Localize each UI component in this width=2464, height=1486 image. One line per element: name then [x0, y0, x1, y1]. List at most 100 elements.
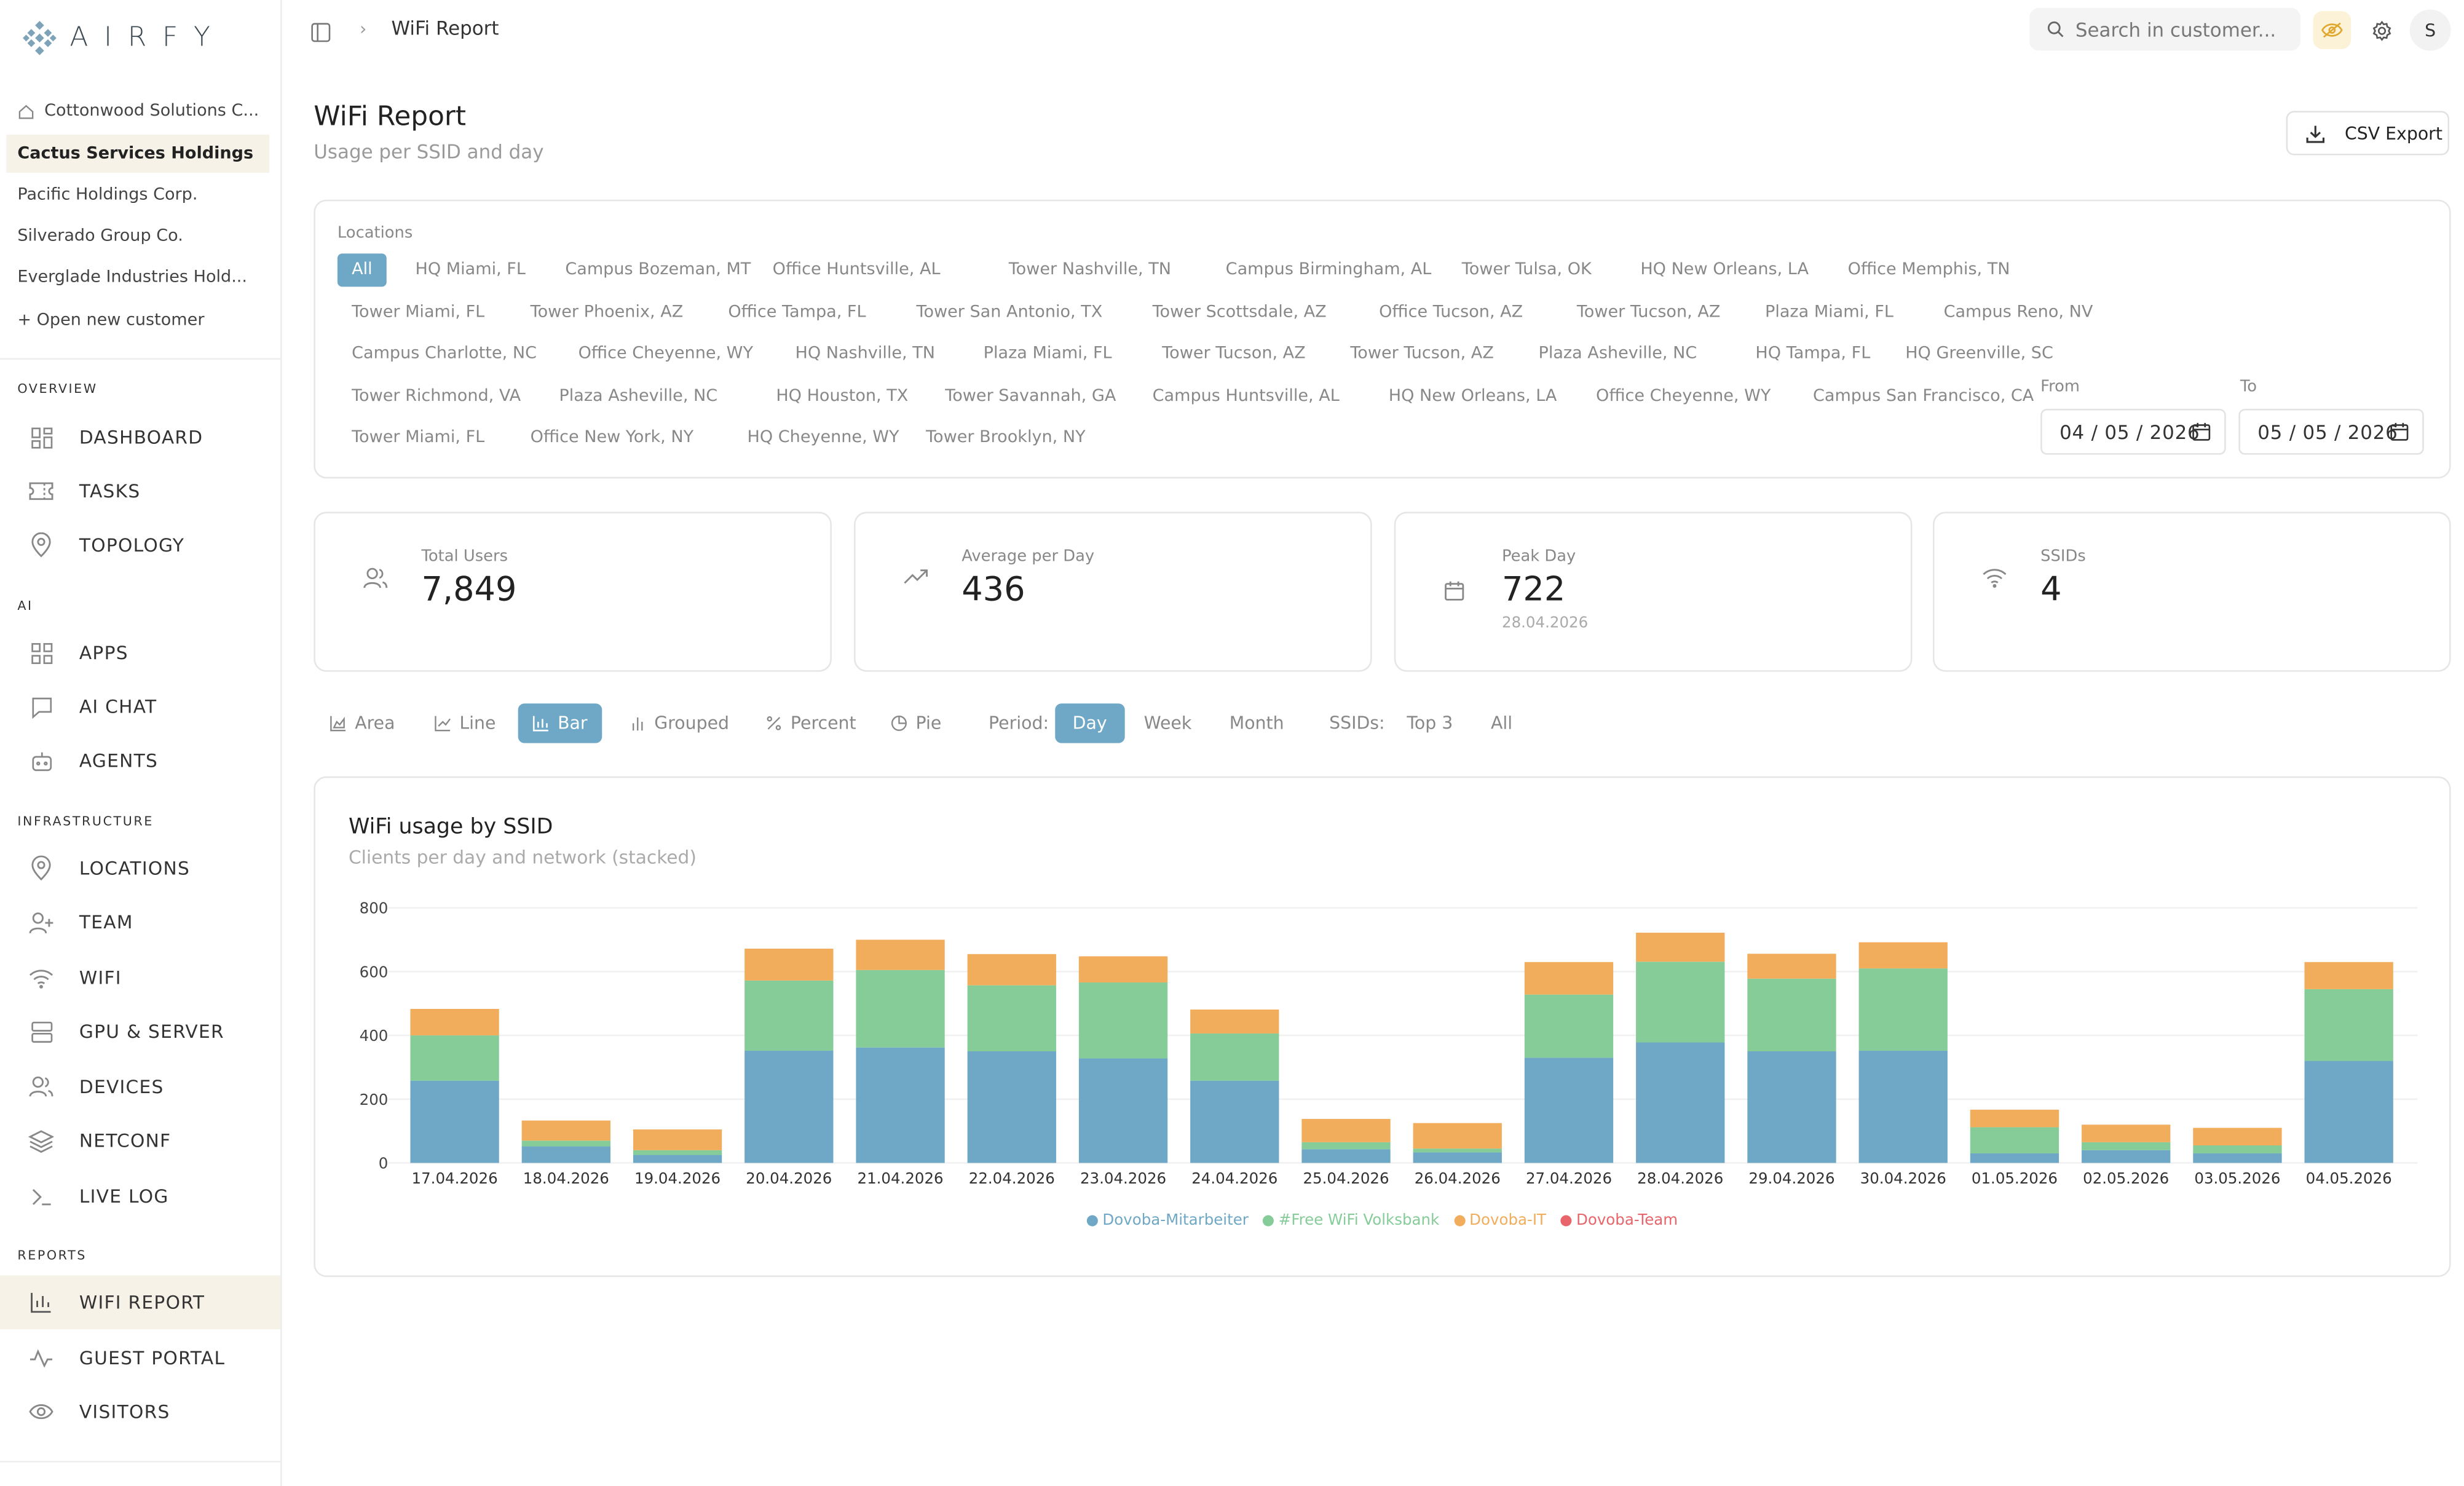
- customer-item-silverado[interactable]: Silverado Group Co.: [6, 217, 269, 255]
- location-chip[interactable]: Tower Tucson, AZ: [1576, 302, 1721, 322]
- settings-button[interactable]: [2362, 11, 2400, 49]
- location-chip[interactable]: Tower Phoenix, AZ: [530, 302, 684, 322]
- y-tick-label: 800: [360, 899, 389, 917]
- nav-netconf[interactable]: NETCONF: [0, 1114, 280, 1168]
- location-chip-all[interactable]: All: [337, 253, 387, 287]
- location-chip[interactable]: HQ Miami, FL: [415, 259, 526, 279]
- location-chip[interactable]: Campus San Francisco, CA: [1812, 386, 2034, 406]
- nav-apps[interactable]: APPS: [0, 626, 280, 680]
- nav-dashboard[interactable]: DASHBOARD: [0, 410, 280, 464]
- location-chip[interactable]: Office New York, NY: [530, 427, 694, 447]
- nav-label: WIFI: [79, 966, 122, 989]
- location-chip[interactable]: Tower Savannah, GA: [945, 386, 1116, 406]
- x-tick-label: 03.05.2026: [2194, 1169, 2280, 1187]
- location-chip[interactable]: Tower Brooklyn, NY: [926, 427, 1086, 447]
- location-chip[interactable]: Campus Huntsville, AL: [1152, 386, 1340, 406]
- nav-topology[interactable]: TOPOLOGY: [0, 518, 280, 572]
- layers-icon: [27, 1126, 55, 1155]
- location-chip[interactable]: Tower Scottsdale, AZ: [1152, 302, 1327, 322]
- legend-item[interactable]: Dovoba-Team: [1560, 1212, 1678, 1230]
- chart-type-percent[interactable]: Percent: [751, 703, 870, 743]
- location-chip[interactable]: Tower Tucson, AZ: [1162, 344, 1306, 363]
- bar-segment: [1858, 1050, 1948, 1163]
- legend-swatch: [1560, 1215, 1572, 1227]
- location-chip[interactable]: Office Cheyenne, WY: [1596, 386, 1771, 406]
- location-chip[interactable]: Tower Tucson, AZ: [1350, 344, 1494, 363]
- nav-visitors[interactable]: VISITORS: [0, 1385, 280, 1439]
- nav-agents[interactable]: AGENTS: [0, 733, 280, 788]
- location-chip[interactable]: Tower Tulsa, OK: [1461, 259, 1592, 279]
- location-chip[interactable]: Plaza Miami, FL: [1765, 302, 1893, 322]
- location-chip[interactable]: Campus Bozeman, MT: [565, 259, 751, 279]
- nav-tasks[interactable]: TASKS: [0, 464, 280, 518]
- bar-chart-icon: [27, 1288, 55, 1316]
- open-new-customer-link[interactable]: + Open new customer: [6, 301, 269, 339]
- nav-guest-portal[interactable]: GUEST PORTAL: [0, 1331, 280, 1385]
- csv-export-button[interactable]: CSV Export: [2286, 111, 2450, 156]
- legend-item[interactable]: Dovoba-IT: [1453, 1212, 1546, 1230]
- chart-type-pie[interactable]: Pie: [876, 703, 955, 743]
- stat-subtext: 28.04.2026: [1501, 614, 1589, 633]
- privacy-toggle-button[interactable]: [2313, 11, 2351, 49]
- location-chip[interactable]: Office Huntsville, AL: [772, 259, 941, 279]
- nav-label: TEAM: [79, 911, 133, 933]
- nav-live-log[interactable]: LIVE LOG: [0, 1169, 280, 1223]
- from-date-input[interactable]: 04 / 05 / 2026: [2040, 408, 2226, 455]
- wifi-icon: [27, 963, 55, 992]
- search-input[interactable]: Search in customer...: [2029, 7, 2300, 51]
- nav-wifi-report[interactable]: WIFI REPORT: [0, 1275, 281, 1330]
- chart-type-area[interactable]: Area: [315, 703, 409, 743]
- location-chip[interactable]: HQ Cheyenne, WY: [747, 427, 899, 447]
- customer-item-cactus[interactable]: Cactus Services Holdings: [6, 135, 270, 173]
- chart-legend: Dovoba-Mitarbeiter #Free WiFi Volksbank …: [315, 1212, 2449, 1230]
- section-infrastructure: INFRASTRUCTURE: [17, 814, 154, 829]
- sidebar-toggle-button[interactable]: [310, 19, 333, 42]
- customer-item-pacific[interactable]: Pacific Holdings Corp.: [6, 176, 269, 214]
- bar-segment: [1636, 933, 1725, 962]
- location-chip[interactable]: Campus Charlotte, NC: [352, 344, 537, 363]
- user-avatar[interactable]: S: [2409, 9, 2451, 51]
- period-day[interactable]: Day: [1055, 703, 1124, 743]
- customer-item-everglade[interactable]: Everglade Industries Hold...: [6, 258, 269, 296]
- chart-type-grouped[interactable]: Grouped: [615, 703, 743, 743]
- chart-type-bar[interactable]: Bar: [518, 703, 602, 743]
- location-chip[interactable]: Office Tampa, FL: [728, 302, 866, 322]
- legend-item[interactable]: Dovoba-Mitarbeiter: [1086, 1212, 1249, 1230]
- nav-locations[interactable]: LOCATIONS: [0, 841, 280, 895]
- ssid-top3[interactable]: Top 3: [1407, 713, 1453, 734]
- location-chip[interactable]: Campus Reno, NV: [1943, 302, 2093, 322]
- nav-gpu-server[interactable]: GPU & SERVER: [0, 1005, 280, 1059]
- chart-type-line[interactable]: Line: [420, 703, 510, 743]
- nav-ai-chat[interactable]: AI CHAT: [0, 680, 280, 734]
- location-chip[interactable]: HQ Houston, TX: [776, 386, 909, 406]
- location-chip[interactable]: HQ Greenville, SC: [1905, 344, 2053, 363]
- location-chip[interactable]: HQ Nashville, TN: [795, 344, 935, 363]
- brand-logo[interactable]: AIRFY: [22, 19, 226, 57]
- nav-devices[interactable]: DEVICES: [0, 1060, 280, 1114]
- location-chip[interactable]: Office Cheyenne, WY: [578, 344, 754, 363]
- location-chip[interactable]: Tower Miami, FL: [352, 427, 485, 447]
- period-week[interactable]: Week: [1143, 713, 1192, 734]
- location-chip[interactable]: Plaza Miami, FL: [983, 344, 1112, 363]
- to-date-input[interactable]: 05 / 05 / 2026: [2238, 408, 2424, 455]
- customer-item-cottonwood[interactable]: Cottonwood Solutions C...: [6, 92, 269, 130]
- x-tick-label: 17.04.2026: [412, 1169, 498, 1187]
- location-chip[interactable]: HQ New Orleans, LA: [1388, 386, 1557, 406]
- location-chip[interactable]: Tower San Antonio, TX: [916, 302, 1103, 322]
- ssid-all[interactable]: All: [1490, 713, 1513, 734]
- location-chip[interactable]: HQ New Orleans, LA: [1640, 259, 1809, 279]
- location-chip[interactable]: Plaza Asheville, NC: [1538, 344, 1697, 363]
- location-chip[interactable]: HQ Tampa, FL: [1755, 344, 1871, 363]
- location-chip[interactable]: Plaza Asheville, NC: [559, 386, 718, 406]
- nav-team[interactable]: TEAM: [0, 895, 280, 949]
- location-chip[interactable]: Office Tucson, AZ: [1379, 302, 1523, 322]
- location-chip[interactable]: Tower Nashville, TN: [1008, 259, 1172, 279]
- period-month[interactable]: Month: [1229, 713, 1284, 734]
- nav-wifi[interactable]: WIFI: [0, 950, 280, 1005]
- location-chip[interactable]: Office Memphis, TN: [1847, 259, 2010, 279]
- bar-segment: [1970, 1127, 2059, 1153]
- location-chip[interactable]: Tower Richmond, VA: [352, 386, 521, 406]
- legend-item[interactable]: #Free WiFi Volksbank: [1263, 1212, 1439, 1230]
- location-chip[interactable]: Tower Miami, FL: [352, 302, 485, 322]
- location-chip[interactable]: Campus Birmingham, AL: [1225, 259, 1432, 279]
